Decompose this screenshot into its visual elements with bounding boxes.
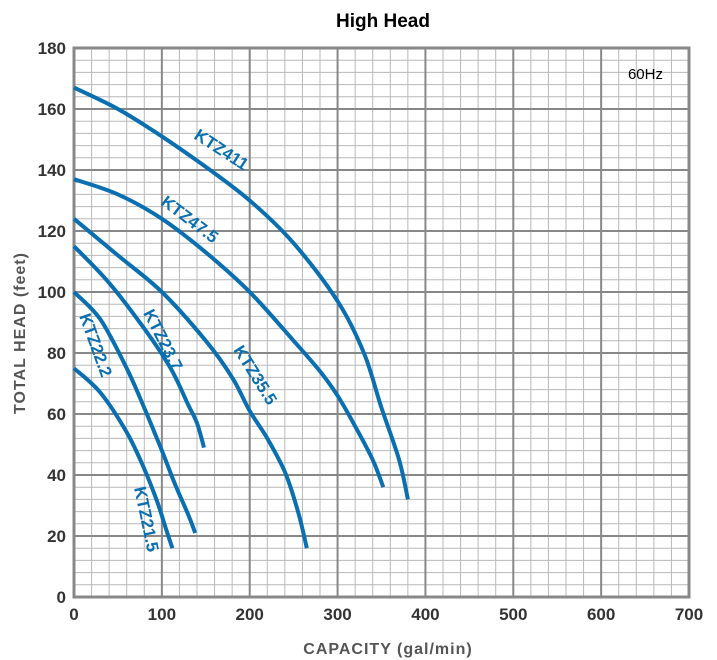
frequency-annotation: 60Hz: [628, 66, 663, 83]
series-label-ktz22-2: KTZ22.2: [75, 311, 115, 380]
series-line-ktz35-5: [72, 217, 309, 549]
y-tick-label: 100: [38, 283, 66, 302]
y-tick-label: 80: [47, 344, 66, 363]
x-tick-label: 700: [675, 605, 703, 624]
series-label-ktz21-5: KTZ21.5: [130, 485, 162, 554]
series-label-ktz35-5: KTZ35.5: [230, 342, 281, 408]
series-line-ktz411: [73, 85, 410, 500]
series-line-ktz23-7: [72, 244, 206, 449]
x-tick-label: 600: [587, 605, 615, 624]
y-tick-label: 60: [47, 405, 66, 424]
plot-frame: [72, 46, 691, 599]
y-tick-label: 40: [47, 466, 66, 485]
y-axis-title: TOTAL HEAD (feet): [12, 252, 29, 414]
chart-title: High Head: [336, 11, 430, 32]
minor-grid: [73, 47, 690, 598]
series-line-ktz21-5: [72, 366, 175, 549]
x-tick-labels: 0 100 200 300 400 500 600 700: [69, 605, 703, 624]
x-tick-label: 100: [148, 605, 176, 624]
x-tick-label: 400: [411, 605, 439, 624]
x-tick-label: 500: [499, 605, 527, 624]
y-tick-label: 0: [57, 588, 66, 607]
series-line-ktz47-5: [73, 177, 386, 488]
y-tick-label: 20: [47, 527, 66, 546]
major-grid: [73, 47, 690, 598]
y-tick-labels: 0 20 40 60 80 100 120 140 160 180: [38, 39, 66, 607]
x-tick-label: 300: [323, 605, 351, 624]
x-tick-label: 200: [236, 605, 264, 624]
y-tick-label: 180: [38, 39, 66, 58]
series-label-ktz411: KTZ411: [191, 125, 252, 174]
y-tick-label: 140: [38, 161, 66, 180]
y-tick-label: 120: [38, 222, 66, 241]
series-line-ktz22-2: [72, 290, 198, 534]
y-tick-label: 160: [38, 100, 66, 119]
x-tick-label: 0: [69, 605, 78, 624]
x-axis-title: CAPACITY (gal/min): [303, 641, 472, 658]
series-lines: [72, 85, 410, 549]
